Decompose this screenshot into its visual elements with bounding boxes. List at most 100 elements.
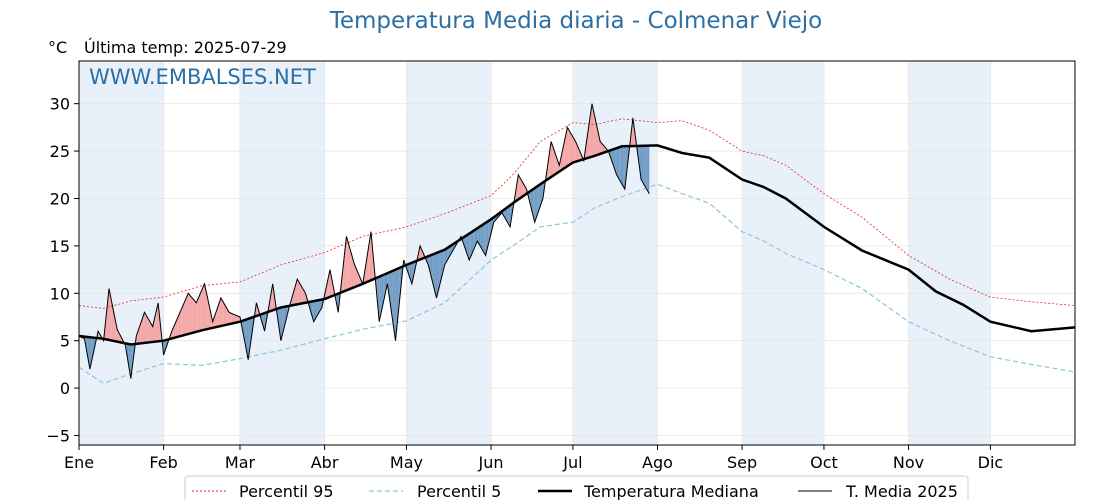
fill-below-median (507, 206, 509, 225)
fill-above-median (295, 279, 298, 305)
fill-above-median (235, 315, 238, 323)
fill-above-median (220, 298, 223, 327)
fill-above-median (557, 161, 560, 173)
fill-above-median (302, 288, 305, 304)
fill-above-median (196, 299, 198, 332)
fill-below-median (481, 224, 483, 251)
fill-below-median (647, 145, 650, 194)
fill-above-median (571, 134, 573, 164)
fill-below-median (280, 307, 283, 341)
watermark-text: WWW.EMBALSES.NET (89, 65, 316, 89)
fill-above-median (156, 302, 159, 342)
fill-below-median (392, 270, 395, 332)
fill-below-median (447, 247, 449, 261)
fill-above-median (300, 283, 302, 304)
series-line-p95 (78, 118, 1076, 309)
fill-below-median (484, 222, 486, 256)
fill-above-median (566, 127, 568, 167)
fill-below-median (616, 147, 618, 178)
month-band (79, 61, 164, 445)
fill-below-median (622, 146, 624, 187)
fill-above-median (204, 283, 206, 330)
fill-above-median (223, 302, 225, 326)
month-band (572, 61, 658, 445)
fill-above-median (632, 117, 635, 147)
month-band (239, 61, 325, 445)
fill-above-median (218, 301, 220, 327)
fill-above-median (190, 296, 193, 334)
fill-below-median (469, 232, 471, 261)
fill-above-median (350, 250, 352, 289)
fill-above-median (567, 127, 569, 167)
fill-below-median (537, 185, 539, 215)
fill-below-median (437, 251, 440, 293)
fill-above-median (177, 315, 179, 337)
fill-above-median (184, 299, 186, 336)
fill-above-median (594, 116, 597, 156)
fill-above-median (519, 177, 522, 199)
chart-title: Temperatura Media diaria - Colmenar Viej… (329, 8, 823, 34)
fill-below-median (477, 227, 479, 244)
fill-above-median (145, 314, 148, 343)
x-tick-label: Sep (727, 453, 757, 472)
fill-above-median (216, 305, 219, 327)
fill-above-median (175, 318, 178, 338)
fill-above-median (297, 279, 299, 305)
fill-below-median (482, 223, 485, 253)
fill-above-median (155, 308, 157, 342)
fill-below-median (478, 226, 481, 246)
fill-above-median (516, 174, 519, 201)
fill-above-median (579, 151, 582, 161)
fill-below-median (448, 246, 451, 258)
fill-above-median (301, 286, 303, 304)
x-tick-label: May (390, 453, 423, 472)
fill-below-median (261, 313, 264, 327)
y-tick-label: 10 (50, 284, 70, 303)
series-lines (78, 103, 1076, 385)
fill-above-median (548, 151, 550, 179)
fill-above-median (147, 317, 149, 343)
fill-below-median (385, 273, 388, 291)
fill-below-median (410, 262, 412, 284)
x-tick-label: Mar (225, 453, 256, 472)
fill-below-median (428, 255, 430, 271)
fill-above-median (188, 293, 190, 334)
legend-label-current: T. Media 2025 (845, 482, 958, 500)
series-line-median (78, 144, 1076, 346)
fill-above-median (207, 296, 209, 330)
fill-below-median (89, 337, 92, 370)
fill-above-median (237, 315, 239, 323)
fill-above-median (560, 152, 562, 171)
fill-below-median (250, 317, 253, 341)
fill-below-median (315, 300, 317, 320)
fill-below-median (486, 221, 489, 250)
fill-below-median (470, 231, 472, 257)
fill-above-median (186, 293, 189, 335)
fill-above-median (574, 139, 576, 163)
fill-above-median (564, 133, 567, 168)
fill-below-median (336, 293, 339, 313)
fill-above-median (189, 294, 191, 334)
x-tick-label: Feb (149, 453, 177, 472)
fill-above-median (140, 320, 142, 344)
fill-below-median (317, 300, 320, 315)
fill-above-median (178, 312, 180, 337)
fill-above-median (270, 291, 272, 312)
fill-above-median (551, 141, 553, 177)
fill-above-median (144, 312, 146, 343)
fill-below-median (642, 145, 644, 185)
fill-below-median (379, 276, 381, 322)
fill-above-median (365, 257, 367, 283)
fill-above-median (298, 281, 301, 305)
fill-above-median (106, 301, 108, 340)
fill-above-median (589, 113, 591, 158)
fill-above-median (346, 236, 348, 291)
fill-below-median (643, 145, 646, 187)
fill-above-median (602, 144, 605, 153)
fill-below-median (316, 300, 318, 317)
y-axis-ticks: −5 0 5 10 15 20 25 30 (46, 95, 79, 446)
fill-above-median (141, 316, 144, 344)
fill-below-median (441, 250, 444, 276)
fill-above-median (600, 141, 602, 154)
fill-below-median (383, 274, 385, 303)
